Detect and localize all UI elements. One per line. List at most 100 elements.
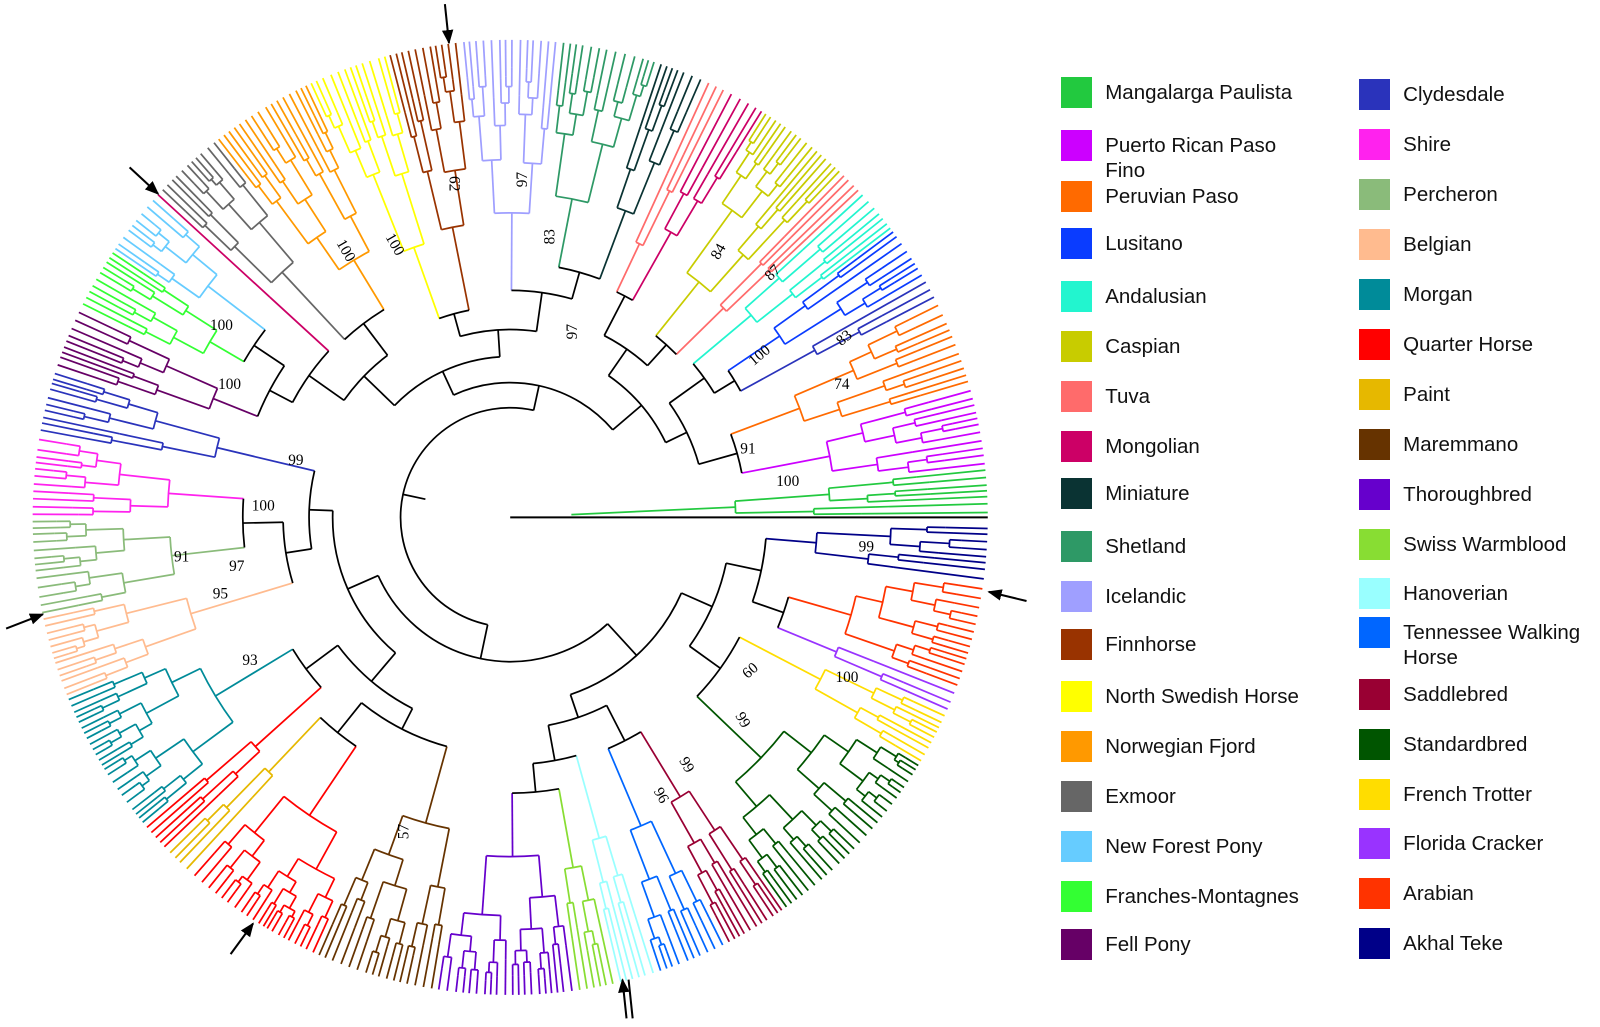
branch bbox=[264, 175, 282, 199]
branch bbox=[94, 603, 125, 613]
branch bbox=[775, 249, 804, 275]
branch bbox=[249, 169, 262, 185]
branch bbox=[118, 243, 146, 263]
branch bbox=[864, 278, 871, 287]
branch bbox=[34, 561, 54, 566]
branch bbox=[66, 340, 110, 360]
branch bbox=[864, 267, 883, 280]
branch bbox=[892, 727, 929, 749]
branch bbox=[756, 882, 764, 892]
bootstrap-label: 57 bbox=[396, 824, 413, 840]
branch bbox=[369, 950, 374, 959]
branch bbox=[806, 189, 859, 240]
branch bbox=[274, 163, 286, 180]
branch bbox=[273, 910, 279, 918]
branch bbox=[366, 171, 381, 179]
branch bbox=[782, 827, 795, 841]
branch bbox=[880, 746, 897, 758]
branch bbox=[207, 147, 230, 175]
branch bbox=[441, 956, 445, 969]
bootstrap-label: 100 bbox=[382, 230, 408, 259]
branch bbox=[164, 668, 180, 697]
branch bbox=[454, 42, 463, 95]
branch bbox=[63, 346, 117, 368]
branch bbox=[900, 702, 916, 711]
branch bbox=[76, 645, 86, 650]
branch bbox=[823, 734, 849, 753]
branch bbox=[752, 882, 759, 887]
branch bbox=[434, 45, 441, 70]
branch bbox=[396, 133, 410, 172]
branch bbox=[369, 119, 375, 123]
branch bbox=[779, 176, 789, 188]
branch bbox=[576, 927, 588, 989]
branch bbox=[104, 760, 119, 771]
branch bbox=[424, 746, 448, 824]
branch bbox=[38, 438, 67, 445]
branch bbox=[519, 929, 522, 951]
branch bbox=[43, 611, 74, 620]
branch bbox=[349, 67, 365, 105]
branch bbox=[101, 753, 121, 766]
branch bbox=[823, 245, 840, 261]
branch bbox=[568, 93, 574, 114]
branch bbox=[853, 812, 873, 830]
branch bbox=[602, 909, 610, 931]
branch bbox=[860, 320, 888, 336]
branch bbox=[265, 138, 275, 151]
branch bbox=[890, 543, 920, 548]
branch bbox=[541, 928, 545, 953]
branch bbox=[664, 193, 685, 230]
branch bbox=[861, 799, 869, 807]
branch bbox=[900, 696, 905, 704]
branch bbox=[84, 415, 109, 424]
branch bbox=[150, 803, 185, 834]
branch bbox=[607, 907, 617, 940]
branch bbox=[849, 351, 872, 363]
branch bbox=[78, 599, 103, 607]
branch bbox=[859, 423, 866, 442]
branch bbox=[715, 915, 731, 943]
branch bbox=[469, 936, 473, 952]
branch bbox=[123, 279, 135, 288]
branch bbox=[752, 136, 759, 144]
branch bbox=[876, 451, 913, 459]
branch bbox=[948, 610, 953, 619]
branch bbox=[364, 139, 372, 143]
branch bbox=[209, 340, 245, 363]
branch bbox=[901, 767, 913, 776]
branch bbox=[941, 431, 981, 441]
branch bbox=[93, 709, 105, 716]
branch bbox=[121, 784, 137, 796]
branch bbox=[822, 238, 839, 253]
branch bbox=[40, 595, 88, 607]
branch bbox=[914, 581, 944, 589]
branch bbox=[270, 103, 292, 138]
branch bbox=[394, 859, 404, 886]
branch bbox=[155, 808, 188, 839]
branch bbox=[406, 955, 415, 984]
branch bbox=[34, 556, 52, 560]
branch bbox=[457, 967, 460, 976]
branch bbox=[86, 382, 105, 391]
branch bbox=[151, 295, 184, 316]
branch bbox=[171, 546, 245, 557]
branch bbox=[371, 121, 379, 138]
branch bbox=[233, 168, 247, 184]
branch bbox=[324, 132, 334, 149]
branch bbox=[447, 43, 454, 80]
branch bbox=[893, 481, 930, 487]
branch bbox=[527, 81, 530, 98]
bootstrap-label: 96 bbox=[650, 785, 673, 807]
branch bbox=[117, 306, 134, 316]
branch bbox=[54, 372, 88, 385]
branch bbox=[258, 909, 268, 924]
branch bbox=[821, 845, 840, 865]
branch bbox=[911, 718, 920, 724]
branch bbox=[213, 169, 224, 181]
branch bbox=[142, 808, 160, 823]
branch bbox=[741, 455, 830, 474]
branch bbox=[197, 198, 213, 214]
branch bbox=[152, 199, 175, 220]
branch bbox=[955, 423, 979, 430]
